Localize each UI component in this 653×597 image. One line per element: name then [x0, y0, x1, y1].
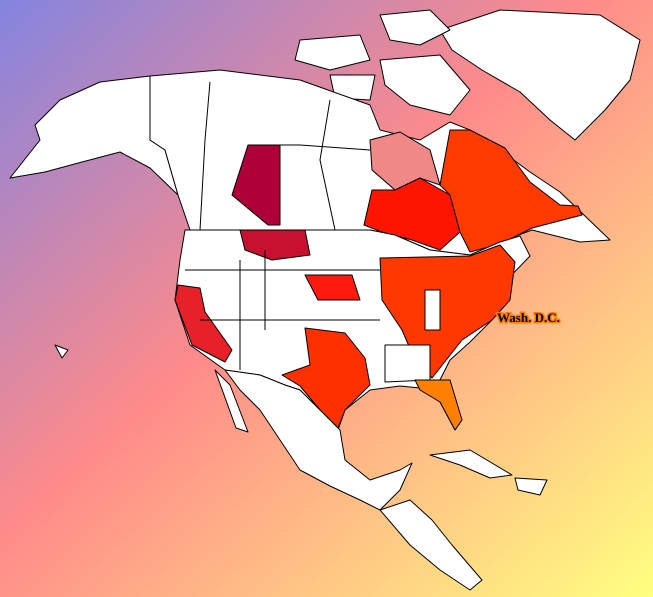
capital-label: Wash. D.C.	[497, 310, 560, 325]
cuba	[429, 449, 513, 479]
montana	[239, 229, 311, 261]
inner-state	[384, 344, 431, 383]
nebraska	[304, 274, 361, 301]
inner-state	[424, 289, 441, 331]
arctic-island	[329, 74, 376, 101]
hispaniola	[514, 477, 548, 496]
border	[319, 99, 336, 231]
california	[174, 284, 233, 363]
hawaii	[54, 344, 69, 359]
alberta	[231, 144, 281, 226]
quebec	[439, 129, 583, 253]
arctic-island	[379, 54, 471, 116]
arctic-island	[294, 34, 371, 71]
baja	[214, 369, 249, 433]
mexico	[224, 369, 413, 511]
ontario	[363, 177, 461, 251]
border	[280, 144, 371, 151]
greenland	[439, 9, 641, 141]
florida	[414, 379, 463, 431]
hudson-bay	[369, 131, 441, 191]
arctic-island	[379, 9, 451, 46]
border	[199, 81, 211, 231]
central-america	[379, 499, 483, 591]
